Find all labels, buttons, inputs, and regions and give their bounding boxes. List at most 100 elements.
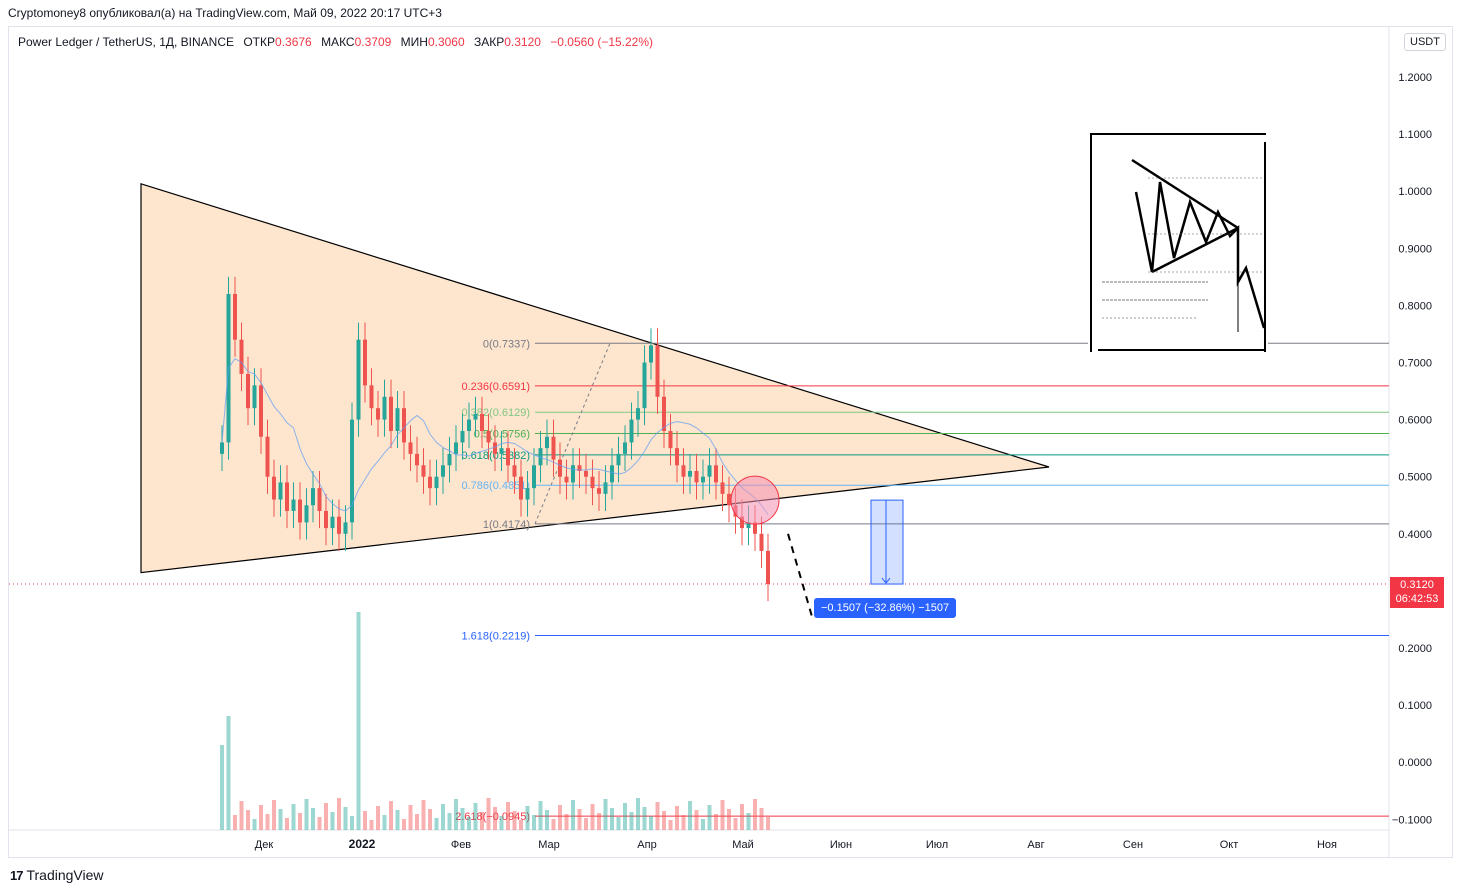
candle-body <box>421 465 426 477</box>
measure-label[interactable]: −0.1507 (−32.86%) −1507 <box>814 598 957 618</box>
volume-bar <box>558 805 562 830</box>
volume-bar <box>519 820 523 830</box>
candle-body <box>454 442 458 454</box>
volume-bar <box>616 817 621 830</box>
candle-body <box>350 419 354 523</box>
volume-bar <box>304 799 309 830</box>
measure-arrow-head <box>881 577 891 584</box>
candle-body <box>408 442 413 454</box>
breakdown-circle <box>730 475 780 525</box>
volume-bar <box>434 818 439 830</box>
bar-countdown: 06:42:53 <box>1395 593 1439 605</box>
candle-body <box>727 493 731 506</box>
volume-bar <box>759 808 764 830</box>
candle-body <box>597 488 601 494</box>
y-tick-label: 0.1000 <box>1398 700 1432 712</box>
volume-bar <box>428 809 432 830</box>
volume-bar <box>610 808 614 830</box>
y-tick-label: 1.0000 <box>1398 186 1432 198</box>
candle-body <box>590 476 595 489</box>
candle-body <box>467 419 471 432</box>
candle-body <box>473 413 478 420</box>
triangle-pattern-sketch <box>1088 132 1268 354</box>
measure-box <box>870 499 904 585</box>
volume-bar <box>694 810 699 830</box>
currency-button[interactable]: USDT <box>1404 33 1446 51</box>
volume-bar <box>233 815 237 830</box>
y-tick-label: −0.1000 <box>1392 814 1432 826</box>
candle-body <box>519 476 523 500</box>
volume-bar <box>649 816 653 830</box>
brand-name: TradingView <box>26 867 104 883</box>
candle-body <box>239 339 244 374</box>
symbol-title[interactable]: Power Ledger / TetherUS, 1Д, BINANCE <box>18 35 234 49</box>
candle-body <box>363 339 367 386</box>
candle-body <box>512 465 517 477</box>
volume-bar <box>499 816 504 830</box>
x-tick-label: Окт <box>1220 839 1239 851</box>
volume-bar <box>571 800 575 830</box>
x-tick-label: Ноя <box>1317 839 1337 851</box>
volume-bar <box>597 813 601 830</box>
candle-body <box>701 476 705 483</box>
fib-level-label: 0.236(0.6591) <box>462 381 531 393</box>
candle-body <box>610 465 614 483</box>
volume-bar <box>688 801 692 830</box>
volume-bar <box>382 815 387 830</box>
volume-bar <box>356 612 361 830</box>
candle-body <box>538 448 543 466</box>
candle-body <box>668 431 673 449</box>
candle-body <box>532 465 536 489</box>
candle-body <box>486 431 491 443</box>
candle-body <box>441 465 445 477</box>
candle-body <box>740 516 744 529</box>
x-tick-label: 2022 <box>349 837 376 851</box>
volume-bar <box>668 820 673 830</box>
candle-body <box>551 436 556 460</box>
x-tick-label: Июн <box>830 839 852 851</box>
volume-bar <box>551 819 556 830</box>
candle-body <box>577 465 582 471</box>
candle-body <box>376 408 380 420</box>
volume-bar <box>681 815 686 830</box>
volume-bar <box>584 818 588 830</box>
volume-bar <box>408 805 413 830</box>
moving-average-line <box>221 358 769 515</box>
volume-bar <box>454 799 458 830</box>
volume-bar <box>239 801 244 830</box>
change-value: −0.0560 (−15.22%) <box>550 35 654 49</box>
candle-body <box>447 453 452 466</box>
x-tick-label: Июл <box>926 839 948 851</box>
y-tick-label: 0.9000 <box>1398 243 1432 255</box>
volume-bar <box>278 809 283 830</box>
candle-body <box>395 408 400 432</box>
volume-bar <box>285 818 289 830</box>
candle-body <box>584 470 588 477</box>
candle-body <box>564 476 569 483</box>
candle-body <box>506 448 510 466</box>
candle-body <box>337 516 341 534</box>
candle-body <box>714 465 718 483</box>
volume-bar <box>720 800 725 830</box>
y-tick-label: 0.2000 <box>1398 643 1432 655</box>
volume-bar <box>220 745 224 830</box>
candle-body <box>558 459 562 477</box>
projection-arrow <box>787 533 813 617</box>
candle-body <box>369 385 374 409</box>
volume-bar <box>415 814 419 830</box>
volume-bar <box>506 802 510 830</box>
volume-bar <box>727 809 731 830</box>
x-tick-label: Мар <box>538 839 560 851</box>
candle-body <box>746 522 751 529</box>
fib-level-label: 0.618(0.5382) <box>462 450 531 462</box>
candle-body <box>278 482 283 500</box>
volume-bar <box>441 804 445 830</box>
candle-body <box>311 488 315 506</box>
candle-body <box>616 453 621 466</box>
x-tick-label: Май <box>732 839 754 851</box>
volume-bar <box>532 815 536 830</box>
candle-body <box>694 470 699 483</box>
tradingview-brand[interactable]: 17 TradingView <box>10 867 104 883</box>
candle-body <box>415 453 419 466</box>
